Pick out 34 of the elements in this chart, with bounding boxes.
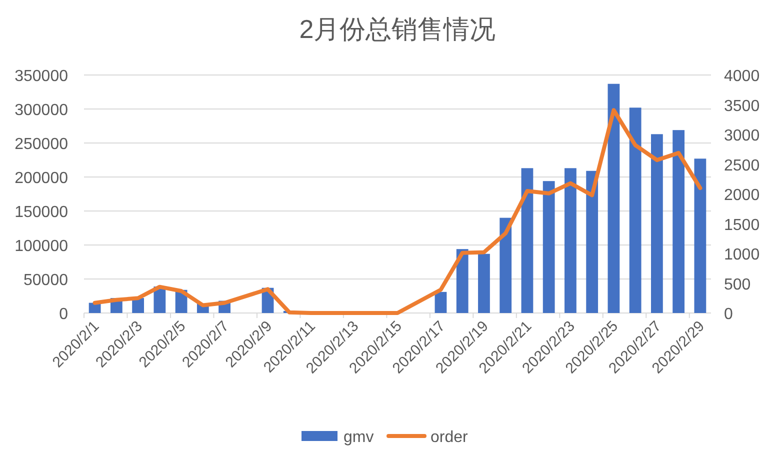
- bar: [542, 181, 555, 313]
- bar: [434, 292, 447, 313]
- y-tick-label: 50000: [24, 272, 68, 289]
- chart-title: 2月份总销售情况: [299, 14, 496, 44]
- bar: [478, 254, 490, 313]
- bar: [456, 249, 468, 313]
- bar: [500, 218, 512, 313]
- y2-tick-label: 1500: [724, 216, 760, 234]
- y2-tick-label: 4000: [724, 68, 760, 85]
- legend-label: order: [430, 429, 469, 446]
- line-series: [92, 108, 702, 315]
- y-tick-label: 200000: [14, 170, 68, 187]
- y-tick-label: 250000: [14, 136, 68, 153]
- y2-tick-label: 2000: [724, 187, 760, 204]
- y2-tick-label: 3000: [724, 128, 760, 144]
- bar: [651, 134, 663, 313]
- bar: [521, 168, 534, 313]
- y2-tick-label: 1000: [724, 246, 760, 264]
- y-tick-label: 0: [59, 306, 68, 323]
- bar: [694, 158, 706, 313]
- y-tick-label: 300000: [14, 102, 68, 119]
- y2-tick-label: 500: [724, 276, 751, 294]
- y2-tick-label: 0: [724, 306, 733, 323]
- bar: [564, 168, 576, 313]
- legend-label: gmv: [344, 429, 374, 446]
- bar: [586, 170, 598, 313]
- y-tick-label: 350000: [14, 68, 68, 85]
- y-tick-label: 100000: [14, 238, 68, 255]
- bar: [629, 108, 642, 313]
- bar: [608, 84, 620, 313]
- bar: [672, 130, 685, 313]
- y2-tick-label: 3500: [724, 98, 760, 115]
- y-tick-label: 150000: [14, 204, 68, 221]
- y2-tick-label: 2500: [724, 157, 760, 174]
